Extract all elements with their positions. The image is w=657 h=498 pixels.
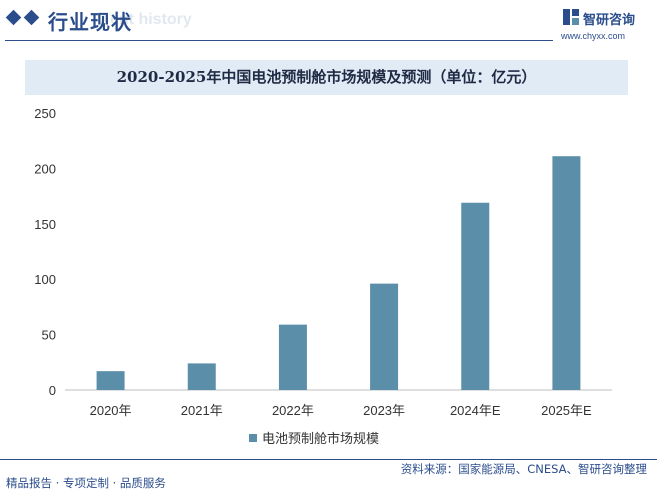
y-tick-label: 150 bbox=[34, 217, 56, 232]
chart-title: 2020-2025年中国电池预制舱市场规模及预测（单位：亿元） bbox=[116, 68, 537, 86]
bars bbox=[96, 156, 581, 390]
page-title: 行业现状 bbox=[48, 10, 132, 34]
x-tick-label: 2022年 bbox=[272, 403, 314, 418]
y-tick-label: 0 bbox=[49, 383, 56, 398]
y-tick-label: 100 bbox=[34, 272, 56, 287]
footer-slogan: 精品报告 · 专项定制 · 品质服务 bbox=[6, 476, 166, 490]
bar bbox=[278, 324, 307, 390]
bar bbox=[187, 363, 216, 390]
bar bbox=[461, 202, 490, 390]
legend-swatch bbox=[249, 434, 257, 442]
legend-label: 电池预制舱市场规模 bbox=[262, 431, 379, 446]
footer-divider bbox=[0, 459, 657, 460]
y-tick-label: 250 bbox=[34, 106, 56, 121]
brand-logo-icon bbox=[563, 9, 579, 25]
bar bbox=[552, 156, 581, 390]
brand-name: 智研咨询 bbox=[583, 13, 636, 28]
header-divider bbox=[5, 40, 553, 41]
x-tick-label: 2020年 bbox=[90, 403, 132, 418]
footer-source: 资料来源：国家能源局、CNESA、智研咨询整理 bbox=[400, 462, 647, 476]
x-tick-label: 2023年 bbox=[363, 403, 405, 418]
x-axis: 2020年 2021年 2022年 2023年 2024年E 2025年E bbox=[90, 403, 592, 418]
x-tick-label: 2021年 bbox=[181, 403, 223, 418]
bar bbox=[96, 371, 125, 390]
bar bbox=[370, 283, 399, 390]
x-tick-label: 2025年E bbox=[541, 403, 592, 418]
site-url: www.chyxx.com bbox=[561, 31, 626, 41]
header: ent history 行业现状 智研咨询 www.chyxx.com bbox=[0, 0, 657, 46]
y-tick-label: 50 bbox=[42, 328, 56, 343]
y-tick-label: 200 bbox=[34, 161, 56, 176]
x-tick-label: 2024年E bbox=[450, 403, 501, 418]
y-axis: 0 50 100 150 200 250 bbox=[34, 106, 56, 398]
chart-title-band: 2020-2025年中国电池预制舱市场规模及预测（单位：亿元） bbox=[25, 60, 628, 95]
legend: 电池预制舱市场规模 bbox=[249, 431, 379, 446]
header-ghost-text: ent history bbox=[110, 11, 192, 28]
